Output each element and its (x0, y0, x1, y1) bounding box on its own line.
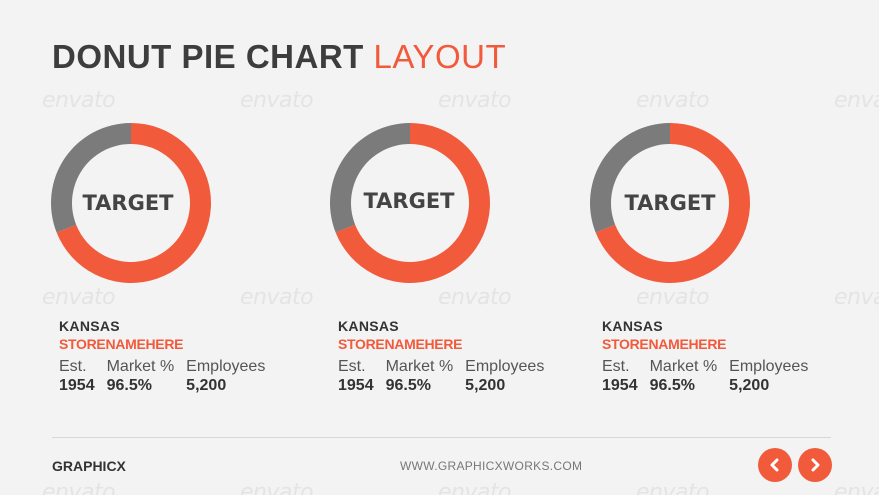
stat-label: Employees (186, 358, 266, 375)
watermark: envato (834, 285, 879, 310)
stat-value: 1954 (59, 377, 95, 394)
store-state: KANSAS (602, 318, 663, 334)
stat-est: Est. 1954 (59, 358, 95, 395)
stat-market: Market % 96.5% (650, 358, 718, 395)
stat-employees: Employees 5,200 (729, 358, 808, 395)
watermark: envato (240, 88, 314, 113)
stat-value: 1954 (338, 377, 374, 394)
watermark: envato (42, 285, 116, 310)
stat-value: 96.5% (385, 377, 431, 394)
donut-3-slice-secondary (590, 123, 670, 233)
watermark: envato (240, 285, 314, 310)
store-info-3: KANSAS STORENAMEHERE Est. 1954 Market % … (602, 318, 842, 395)
stat-label: Est. (338, 358, 366, 375)
stat-label: Market % (649, 358, 718, 375)
donut-chart-1: TARGET (50, 122, 212, 284)
page-title: DONUT PIE CHART LAYOUT (52, 38, 506, 76)
stat-est: Est. 1954 (338, 358, 374, 395)
watermark: envato (636, 480, 710, 495)
donut-1-slice-secondary (50, 123, 131, 233)
store-name: STORENAMEHERE (338, 336, 463, 352)
stat-market: Market % 96.5% (386, 358, 454, 395)
footer-url[interactable]: WWW.GRAPHICXWORKS.COM (400, 459, 583, 473)
store-info-1: KANSAS STORENAMEHERE Est. 1954 Market % … (59, 318, 299, 395)
donut-svg-1: TARGET (50, 123, 211, 283)
watermark: envato (636, 285, 710, 310)
stat-employees: Employees 5,200 (186, 358, 265, 395)
chevron-right-icon (811, 458, 820, 472)
stat-est: Est. 1954 (602, 358, 638, 395)
stat-label: Est. (59, 358, 87, 375)
chevron-left-icon (770, 458, 779, 472)
stat-label: Market % (106, 358, 175, 375)
stat-label: Employees (729, 358, 809, 375)
store-name: STORENAMEHERE (602, 336, 727, 352)
stat-value: 1954 (602, 377, 638, 394)
store-stats: Est. 1954 Market % 96.5% Employees 5,200 (59, 358, 299, 395)
stat-label: Market % (385, 358, 454, 375)
store-info-2: KANSAS STORENAMEHERE Est. 1954 Market % … (338, 318, 578, 395)
donut-svg-2: TARGET (330, 123, 490, 283)
stat-value: 5,200 (186, 377, 227, 394)
watermark: envato (240, 480, 314, 495)
watermark: envato (636, 88, 710, 113)
donut-chart-2: TARGET (329, 122, 491, 284)
store-state: KANSAS (59, 318, 120, 334)
title-main: DONUT PIE CHART (52, 38, 364, 75)
store-stats: Est. 1954 Market % 96.5% Employees 5,200 (602, 358, 842, 395)
store-state: KANSAS (338, 318, 399, 334)
watermark: envato (438, 480, 512, 495)
footer-brand: GRAPHICX (52, 458, 126, 474)
stat-label: Employees (465, 358, 545, 375)
donut-2-center-label: TARGET (363, 189, 455, 213)
store-name: STORENAMEHERE (59, 336, 184, 352)
donut-1-center-label: TARGET (82, 191, 174, 215)
stat-label: Est. (602, 358, 630, 375)
donut-svg-3: TARGET (590, 123, 750, 283)
watermark: envato (438, 285, 512, 310)
donut-chart-3: TARGET (589, 122, 751, 284)
next-button[interactable] (798, 448, 832, 482)
donut-3-center-label: TARGET (624, 191, 716, 215)
store-stats: Est. 1954 Market % 96.5% Employees 5,200 (338, 358, 578, 395)
watermark: envato (42, 480, 116, 495)
stat-value: 5,200 (465, 377, 506, 394)
watermark: envato (438, 88, 512, 113)
stat-value: 96.5% (106, 377, 152, 394)
donut-2-slice-secondary (330, 123, 410, 233)
title-accent: LAYOUT (373, 38, 507, 75)
watermark: envato (834, 480, 879, 495)
stat-market: Market % 96.5% (107, 358, 175, 395)
watermark: envato (42, 88, 116, 113)
stat-employees: Employees 5,200 (465, 358, 544, 395)
footer-divider (52, 437, 831, 438)
stat-value: 96.5% (649, 377, 695, 394)
prev-button[interactable] (758, 448, 792, 482)
stat-value: 5,200 (729, 377, 770, 394)
watermark: envato (834, 88, 879, 113)
